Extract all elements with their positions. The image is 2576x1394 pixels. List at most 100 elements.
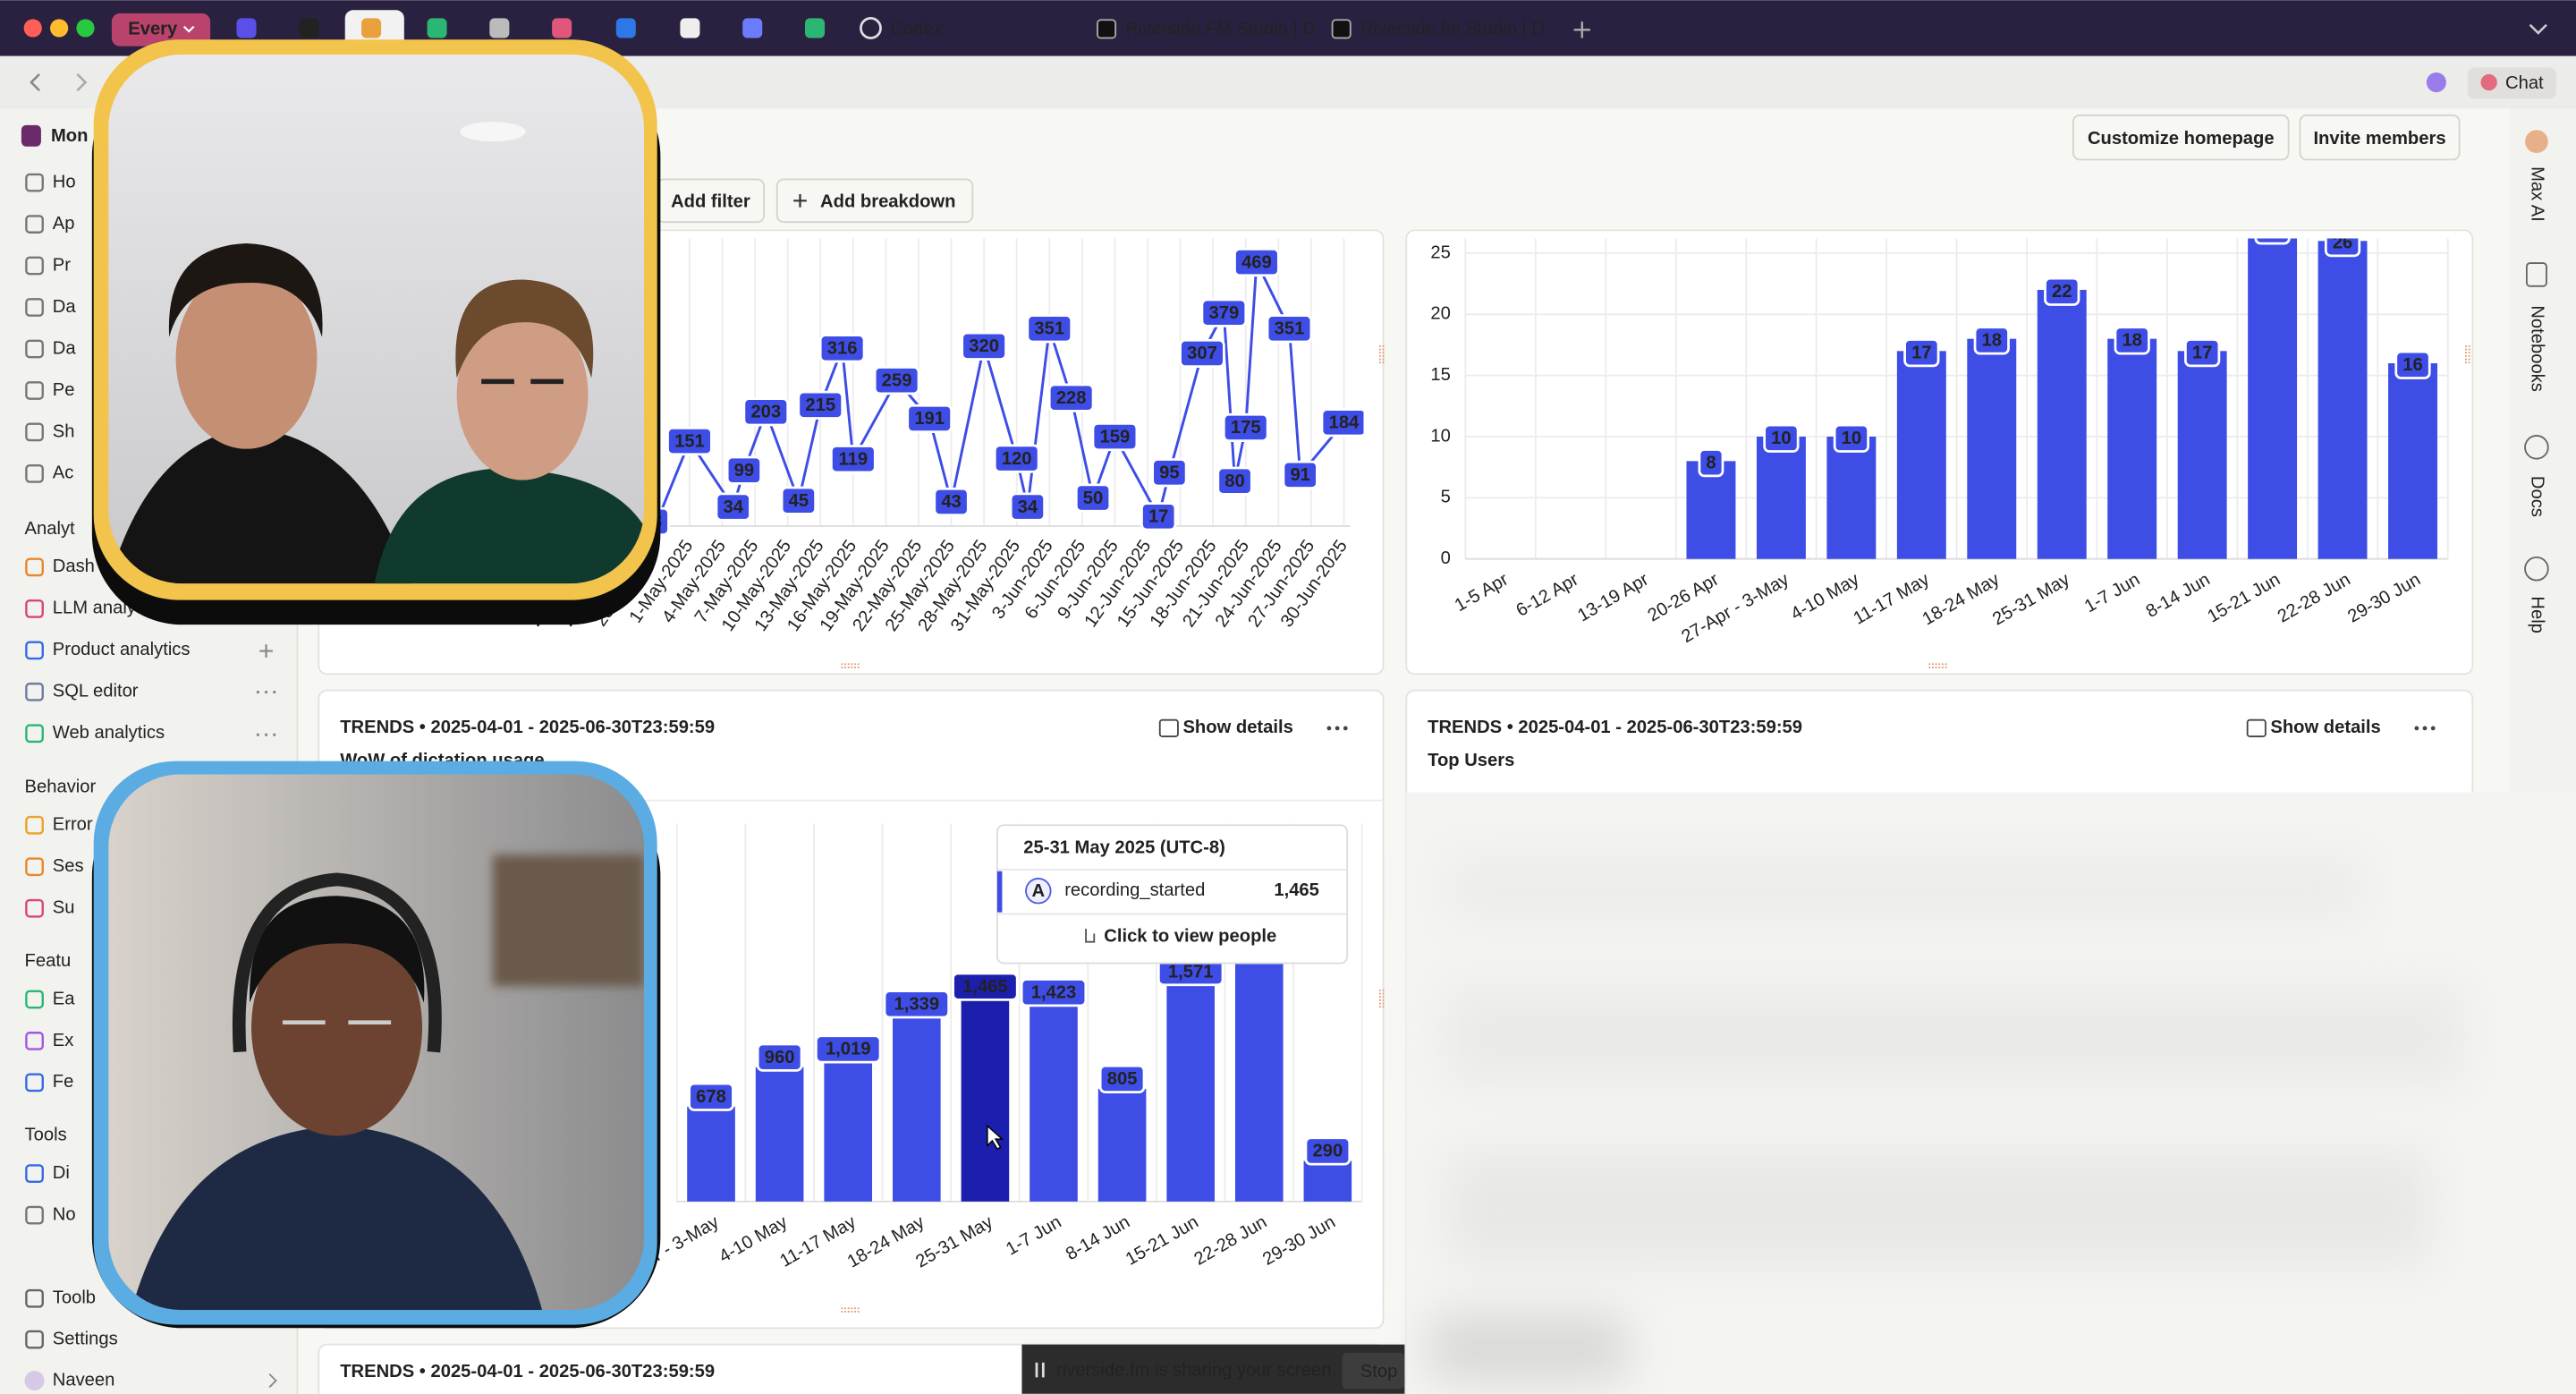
more-icon[interactable] — [2422, 726, 2428, 731]
bar — [1826, 437, 1877, 559]
tooltip-action[interactable]: Click to view people — [1104, 927, 1276, 947]
nav-icon — [25, 1164, 44, 1184]
tab-icon[interactable] — [805, 18, 826, 38]
add-breakdown-button[interactable] — [775, 178, 974, 224]
data-label: 320 — [969, 336, 999, 356]
tab-icon[interactable] — [427, 18, 447, 38]
nav-icon — [25, 898, 44, 918]
show-details[interactable]: Show details — [2270, 718, 2380, 737]
data-label: 1,571 — [1168, 962, 1214, 982]
data-label-box — [1098, 1064, 1146, 1093]
tab-icon[interactable] — [552, 18, 572, 38]
y-tick-label: 10 — [1430, 426, 1450, 446]
nav-item[interactable]: Pe — [53, 380, 75, 400]
help-icon — [2524, 556, 2549, 582]
side-tab[interactable]: Docs — [2528, 476, 2547, 517]
bar — [1303, 1160, 1352, 1202]
blur-shape — [1445, 986, 2465, 1085]
data-label-box — [933, 487, 970, 517]
side-tab[interactable]: Max AI — [2528, 166, 2547, 222]
nav-item[interactable]: Dash — [53, 557, 95, 576]
add-icon[interactable] — [259, 644, 273, 658]
nav-item[interactable]: No — [53, 1204, 76, 1224]
tab-icon[interactable] — [489, 18, 510, 38]
invite-button[interactable] — [2299, 114, 2461, 161]
section-title: Analyt — [25, 519, 75, 539]
nav-item[interactable]: Toolb — [53, 1288, 96, 1308]
data-label-box — [906, 404, 953, 433]
more-icon[interactable] — [1326, 726, 1332, 731]
docs-icon — [2524, 435, 2549, 460]
more-icon[interactable] — [2430, 726, 2436, 731]
nav-icon — [25, 256, 44, 276]
nav-item[interactable]: Ea — [53, 989, 75, 1008]
person-hair — [168, 243, 323, 337]
tab-icon[interactable] — [236, 18, 257, 38]
back-button[interactable] — [30, 72, 40, 92]
nav-item[interactable]: Sh — [53, 421, 75, 441]
nav-item[interactable]: Di — [53, 1163, 70, 1183]
customize-button[interactable] — [2072, 114, 2290, 161]
tab-icon — [1331, 19, 1352, 39]
ceiling-light — [460, 122, 526, 142]
nav-item[interactable]: Ex — [53, 1031, 74, 1050]
data-label: 215 — [805, 395, 835, 415]
more-icon[interactable] — [1335, 726, 1340, 731]
tab-icon[interactable] — [299, 18, 319, 38]
tab-icon[interactable] — [680, 18, 700, 38]
data-label-box — [1009, 492, 1046, 522]
nav-item[interactable]: LLM analyt — [53, 599, 141, 618]
nav-item[interactable]: Da — [53, 297, 77, 317]
tab-icon[interactable] — [361, 18, 382, 38]
data-label: 191 — [914, 409, 945, 429]
bar — [1234, 949, 1284, 1202]
data-label-box — [725, 455, 763, 485]
data-label: 34 — [723, 497, 743, 517]
nav-item[interactable]: Ses — [53, 856, 84, 876]
nav-item[interactable]: Ho — [53, 172, 76, 191]
nav-icon — [25, 464, 44, 483]
side-tab[interactable]: Help — [2528, 596, 2547, 633]
side-tab[interactable]: Notebooks — [2528, 305, 2547, 392]
y-tick-label: 20 — [1430, 304, 1450, 324]
nav-item[interactable]: Product analytics — [53, 640, 191, 659]
nav-item[interactable]: Error t — [53, 815, 103, 835]
tab-icon — [860, 17, 882, 39]
nav-item[interactable]: Su — [53, 898, 75, 918]
nav-item[interactable]: SQL editor — [53, 682, 139, 701]
more-icon[interactable] — [1343, 726, 1348, 731]
data-label-box — [1320, 408, 1364, 438]
data-label: 17 — [1148, 507, 1168, 527]
nav-item[interactable]: Ac — [53, 463, 74, 483]
nav-icon — [25, 682, 44, 701]
nav-item[interactable]: Web analytics — [53, 723, 165, 743]
nav-icon — [25, 1288, 44, 1308]
more-icon — [273, 690, 276, 694]
stop-button[interactable] — [1342, 1352, 1405, 1390]
nav-item[interactable]: Da — [53, 338, 77, 358]
more-icon — [264, 733, 268, 736]
forward-button[interactable] — [76, 72, 88, 92]
tab-title[interactable]: Riverside.FM Studio | D — [1125, 20, 1316, 39]
data-label-box — [815, 1034, 882, 1064]
user-name[interactable]: Naveen — [53, 1370, 115, 1390]
nav-item[interactable]: Settings — [53, 1330, 118, 1349]
show-details[interactable]: Show details — [1182, 718, 1292, 737]
data-label-box — [1833, 423, 1869, 453]
more-icon[interactable] — [2414, 726, 2419, 731]
nav-item[interactable]: Fe — [53, 1072, 74, 1092]
tab-icon[interactable] — [742, 18, 763, 38]
data-label-box — [1179, 338, 1225, 369]
tab-group[interactable] — [111, 13, 211, 47]
nav-item[interactable]: Ap — [53, 214, 75, 234]
new-tab[interactable] — [1573, 21, 1590, 38]
tab-title[interactable]: Codex — [891, 20, 943, 39]
resize-handle — [841, 663, 861, 668]
tab-title[interactable]: Riverside.fm Studio | D — [1360, 20, 1545, 39]
screen-share-bar — [1021, 1344, 1405, 1394]
nav-icon — [25, 173, 44, 192]
assistant-icon — [2426, 72, 2446, 93]
nav-item[interactable]: Pr — [53, 255, 71, 275]
data-label: 175 — [1231, 418, 1261, 438]
tab-icon[interactable] — [615, 18, 636, 38]
